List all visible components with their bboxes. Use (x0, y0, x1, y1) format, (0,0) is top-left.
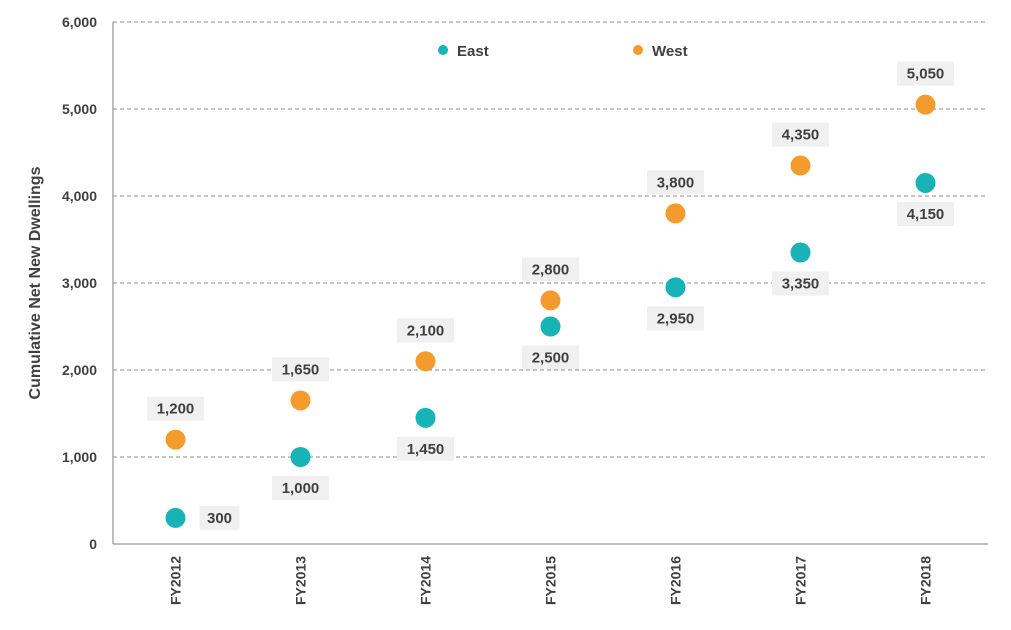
y-tick-label: 1,000 (62, 449, 97, 465)
point-east (415, 407, 436, 428)
x-tick-label: FY2015 (543, 556, 559, 605)
data-label-west: 4,350 (782, 127, 820, 144)
label-bg-west (647, 170, 704, 195)
data-label-east: 1,000 (282, 480, 320, 497)
label-bg-east (199, 505, 240, 530)
label-bg-west (897, 61, 954, 86)
data-label-west: 2,800 (532, 261, 570, 278)
y-tick-label: 3,000 (62, 275, 97, 291)
y-tick-label: 4,000 (62, 188, 97, 204)
point-west (415, 351, 436, 372)
point-east (165, 507, 186, 528)
x-tick-labels: FY2012 FY2013 FY2014 FY2015 FY2016 FY2017 FY20… (168, 556, 934, 605)
gridlines (113, 21, 988, 458)
y-tick-labels: 0 1,000 2,000 3,000 4,000 5,000 6,000 (62, 14, 97, 552)
label-bg-west (522, 257, 579, 282)
label-bg-east (397, 436, 454, 461)
data-label-east: 2,500 (532, 350, 570, 367)
x-tick-label: FY2018 (918, 556, 934, 605)
data-label-east: 4,150 (907, 206, 945, 223)
point-west (540, 290, 561, 311)
label-bg-east (772, 271, 829, 296)
legend-marker-east (438, 45, 448, 55)
data-label-east: 2,950 (657, 310, 695, 327)
point-west (665, 203, 686, 224)
data-points (165, 94, 936, 528)
data-label-east: 300 (207, 510, 232, 527)
data-label-west: 1,650 (282, 361, 320, 378)
x-tick-label: FY2013 (293, 556, 309, 605)
label-bg-east (272, 476, 329, 500)
y-tick-label: 0 (89, 536, 97, 552)
point-west (915, 94, 936, 115)
data-label-west: 1,200 (157, 401, 195, 418)
label-bg-west (272, 357, 329, 382)
y-axis-title: Cumulative Net New Dwellings (27, 166, 44, 399)
x-tick-label: FY2014 (418, 556, 434, 605)
data-label-west: 5,050 (907, 66, 945, 83)
point-east (665, 277, 686, 298)
point-east (290, 447, 311, 467)
point-west (790, 155, 811, 176)
x-tick-label: FY2012 (168, 556, 184, 605)
x-tick-label: FY2017 (793, 556, 809, 605)
point-east (540, 316, 561, 337)
label-bg-east (647, 306, 704, 331)
point-west (165, 429, 186, 450)
legend-marker-west (633, 45, 643, 55)
legend: East West (438, 43, 688, 60)
data-label-east: 3,350 (782, 276, 820, 293)
data-label-east: 1,450 (407, 441, 445, 458)
axes (112, 22, 988, 545)
data-label-west: 2,100 (407, 322, 445, 339)
point-east (915, 172, 936, 193)
legend-label-west: West (652, 43, 688, 60)
label-bg-east (897, 201, 954, 226)
legend-label-east: East (457, 43, 489, 60)
label-bg-west (772, 122, 829, 147)
y-tick-label: 6,000 (62, 14, 97, 30)
y-tick-label: 5,000 (62, 101, 97, 117)
data-labels: 300 1,000 1,450 2,500 2,950 3,350 4,150 1,200 1,… (147, 61, 954, 530)
x-tick-label: FY2016 (668, 556, 684, 605)
label-bg-east (522, 345, 579, 370)
point-west (290, 390, 311, 411)
label-bg-west (397, 318, 454, 343)
y-tick-label: 2,000 (62, 362, 97, 378)
label-bg-west (147, 396, 204, 421)
data-label-west: 3,800 (657, 174, 695, 191)
point-east (790, 242, 811, 263)
